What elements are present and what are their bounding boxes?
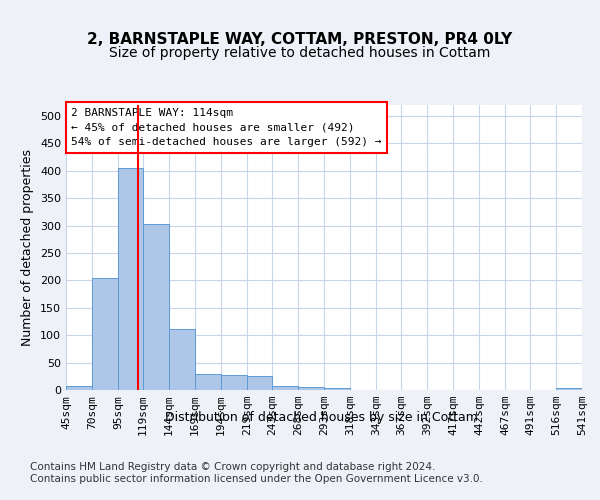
Bar bbox=[118, 168, 143, 390]
Text: 2 BARNSTAPLE WAY: 114sqm
← 45% of detached houses are smaller (492)
54% of semi-: 2 BARNSTAPLE WAY: 114sqm ← 45% of detach… bbox=[71, 108, 382, 148]
Bar bbox=[324, 388, 350, 390]
Text: Contains HM Land Registry data © Crown copyright and database right 2024.
Contai: Contains HM Land Registry data © Crown c… bbox=[30, 462, 483, 484]
Bar bbox=[66, 386, 92, 390]
Bar bbox=[556, 388, 582, 390]
Bar bbox=[221, 375, 247, 390]
Bar bbox=[247, 376, 272, 390]
Text: 2, BARNSTAPLE WAY, COTTAM, PRESTON, PR4 0LY: 2, BARNSTAPLE WAY, COTTAM, PRESTON, PR4 … bbox=[88, 32, 512, 46]
Text: Distribution of detached houses by size in Cottam: Distribution of detached houses by size … bbox=[164, 411, 478, 424]
Bar bbox=[195, 374, 221, 390]
Y-axis label: Number of detached properties: Number of detached properties bbox=[22, 149, 34, 346]
Bar bbox=[169, 329, 195, 390]
Bar bbox=[92, 278, 118, 390]
Bar bbox=[298, 386, 324, 390]
Text: Size of property relative to detached houses in Cottam: Size of property relative to detached ho… bbox=[109, 46, 491, 60]
Bar bbox=[272, 386, 298, 390]
Bar bbox=[143, 224, 169, 390]
